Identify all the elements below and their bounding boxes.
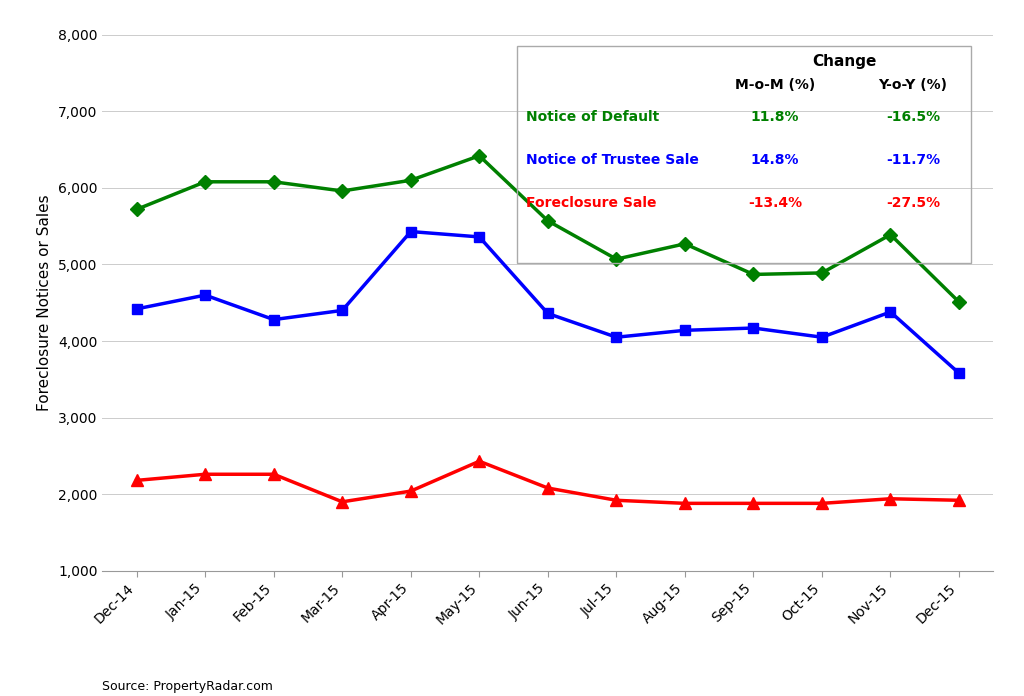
Text: -16.5%: -16.5%: [886, 110, 940, 124]
Text: Notice of Trustee Sale: Notice of Trustee Sale: [525, 152, 698, 167]
Text: 14.8%: 14.8%: [751, 152, 800, 167]
Text: -27.5%: -27.5%: [886, 196, 940, 209]
Text: Y-o-Y (%): Y-o-Y (%): [879, 78, 947, 92]
Text: M-o-M (%): M-o-M (%): [735, 78, 815, 92]
Text: Source: PropertyRadar.com: Source: PropertyRadar.com: [102, 679, 273, 693]
Text: Foreclosure Sale: Foreclosure Sale: [525, 196, 656, 209]
Text: -11.7%: -11.7%: [886, 152, 940, 167]
Text: Change: Change: [812, 54, 877, 69]
Text: Notice of Default: Notice of Default: [525, 110, 658, 124]
Text: -13.4%: -13.4%: [748, 196, 802, 209]
Y-axis label: Foreclosure Notices or Sales: Foreclosure Notices or Sales: [38, 194, 52, 411]
Text: 11.8%: 11.8%: [751, 110, 800, 124]
